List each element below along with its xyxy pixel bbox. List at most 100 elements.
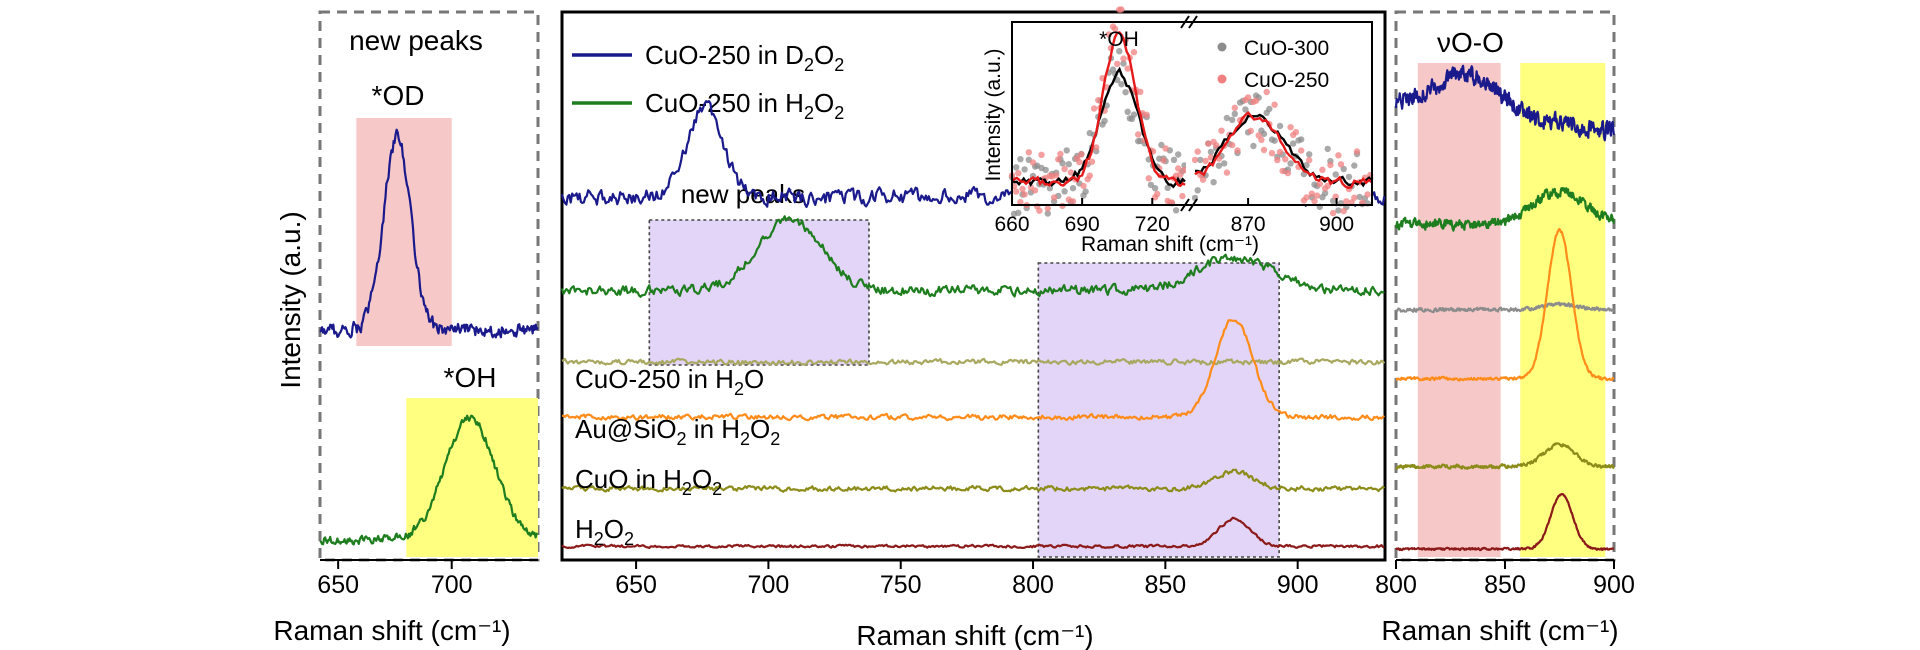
- inset-point: [1356, 193, 1363, 201]
- inset-tick-label: 900: [1319, 213, 1354, 236]
- inset-point: [1271, 137, 1278, 144]
- inset-point: [1114, 60, 1121, 68]
- inset-point: [1303, 162, 1310, 169]
- inset-point: [1025, 149, 1033, 156]
- inset-point: [1335, 152, 1342, 159]
- inset-point: [1145, 175, 1153, 182]
- middle-trace-label-1: Au@SiO2 in H2O2: [575, 414, 780, 449]
- inset-point: [1324, 182, 1331, 189]
- left-series-1: [319, 414, 539, 546]
- inset-point: [1250, 142, 1257, 150]
- inset-point: [1351, 194, 1358, 201]
- right-x-tick-label: 800: [1375, 571, 1417, 599]
- inset-tick-label: 690: [1065, 213, 1100, 236]
- inset-point: [1162, 145, 1169, 152]
- inset-tick-label: 660: [994, 213, 1029, 236]
- inset-point: [1124, 65, 1131, 72]
- middle-x-tick-label: 650: [615, 571, 657, 599]
- inset-point: [1061, 165, 1068, 173]
- inset-point: [1172, 207, 1180, 214]
- middle-x-tick-label: 700: [748, 571, 790, 599]
- inset-point: [1080, 182, 1087, 190]
- inset-point: [1143, 111, 1150, 119]
- inset-point: [1158, 141, 1165, 149]
- inset-break-mark: [1188, 198, 1198, 212]
- inset-point: [1021, 191, 1028, 198]
- inset-point: [1177, 171, 1184, 178]
- inset-point: [1067, 169, 1075, 176]
- left-panel-title: new peaks: [349, 25, 483, 56]
- inset-point: [1244, 94, 1252, 101]
- inset-point: [1221, 160, 1228, 167]
- middle-series-4: [561, 468, 1386, 493]
- inset-point: [1191, 156, 1199, 164]
- inset-point: [1179, 192, 1186, 200]
- inset-point: [1202, 157, 1209, 165]
- inset-point: [1316, 180, 1324, 188]
- inset-point: [1031, 187, 1039, 194]
- inset-point: [1242, 106, 1249, 113]
- inset-point: [1308, 190, 1316, 197]
- inset-point: [1287, 160, 1294, 167]
- inset-point: [1124, 108, 1131, 116]
- inset-tick-label: 720: [1135, 213, 1170, 236]
- inset-point: [1292, 128, 1300, 136]
- inset-point: [1154, 190, 1161, 198]
- middle-x-tick-label: 800: [1012, 571, 1054, 599]
- middle-legend-label-0: CuO-250 in D2O2: [645, 40, 844, 75]
- inset-legend: CuO-300 CuO-250: [1217, 37, 1329, 92]
- right-series-5: [1395, 493, 1615, 552]
- inset-point: [1036, 207, 1043, 214]
- right-panel-title: νO-O: [1437, 27, 1504, 58]
- inset-point: [1229, 141, 1236, 149]
- inset-point: [1215, 162, 1223, 169]
- inset-point: [1015, 170, 1022, 177]
- inset-point: [1231, 110, 1239, 118]
- inset-point: [1078, 151, 1085, 158]
- inset-legend-marker-0: [1217, 42, 1227, 52]
- inset-point: [1120, 60, 1127, 67]
- inset-point: [1329, 209, 1337, 217]
- inset-point: [1038, 151, 1045, 158]
- inset-point: [1258, 136, 1265, 143]
- inset-legend-marker-1: [1217, 74, 1227, 84]
- inset-point: [1260, 146, 1268, 154]
- right-x-tick-label: 850: [1484, 571, 1526, 599]
- inset-point: [1223, 169, 1231, 176]
- inset-point: [1279, 167, 1286, 175]
- inset-point: [1013, 164, 1020, 171]
- middle-shaded-region-0: [648, 219, 870, 366]
- inset-point: [1274, 156, 1281, 164]
- left-panel: new peaks *OD *OH 650 700 Raman shift (cm…: [273, 10, 540, 646]
- inset-plot: *OH CuO-300 CuO-250 660 690 720 870 900 Raman…: [982, 6, 1374, 256]
- inset-point: [1160, 157, 1167, 164]
- inset-point: [1053, 172, 1060, 179]
- middle-trace-label-0: CuO-250 in H2O: [575, 364, 764, 399]
- inset-point: [1321, 190, 1329, 197]
- inset-point: [1207, 154, 1215, 161]
- middle-panel-frame: [560, 10, 1387, 562]
- inset-fit-1: [1194, 110, 1373, 190]
- inset-point: [1284, 169, 1292, 177]
- inset-point: [1332, 171, 1339, 178]
- inset-fit-1: [1011, 31, 1186, 188]
- inset-axis-break: [1180, 15, 1198, 212]
- inset-point: [1271, 101, 1278, 108]
- inset-point: [1303, 194, 1310, 201]
- inset-point: [1175, 165, 1182, 172]
- inset-point: [1061, 188, 1068, 195]
- inset-legend-label-1: CuO-250: [1244, 69, 1329, 92]
- inset-point: [1234, 147, 1241, 154]
- inset-point: [1194, 187, 1201, 194]
- middle-series-5: [561, 516, 1385, 550]
- inset-point: [1175, 151, 1182, 158]
- inset-point: [1306, 151, 1313, 158]
- inset-point: [1335, 207, 1342, 214]
- inset-point: [1118, 6, 1125, 13]
- inset-point: [1223, 114, 1231, 122]
- inset-y-label: Intensity (a.u.): [982, 48, 1005, 181]
- inset-point: [1055, 156, 1062, 163]
- inset-point: [1076, 158, 1083, 166]
- left-shaded-box-1: [406, 398, 538, 557]
- middle-legend-label-1: CuO-250 in H2O2: [645, 88, 844, 123]
